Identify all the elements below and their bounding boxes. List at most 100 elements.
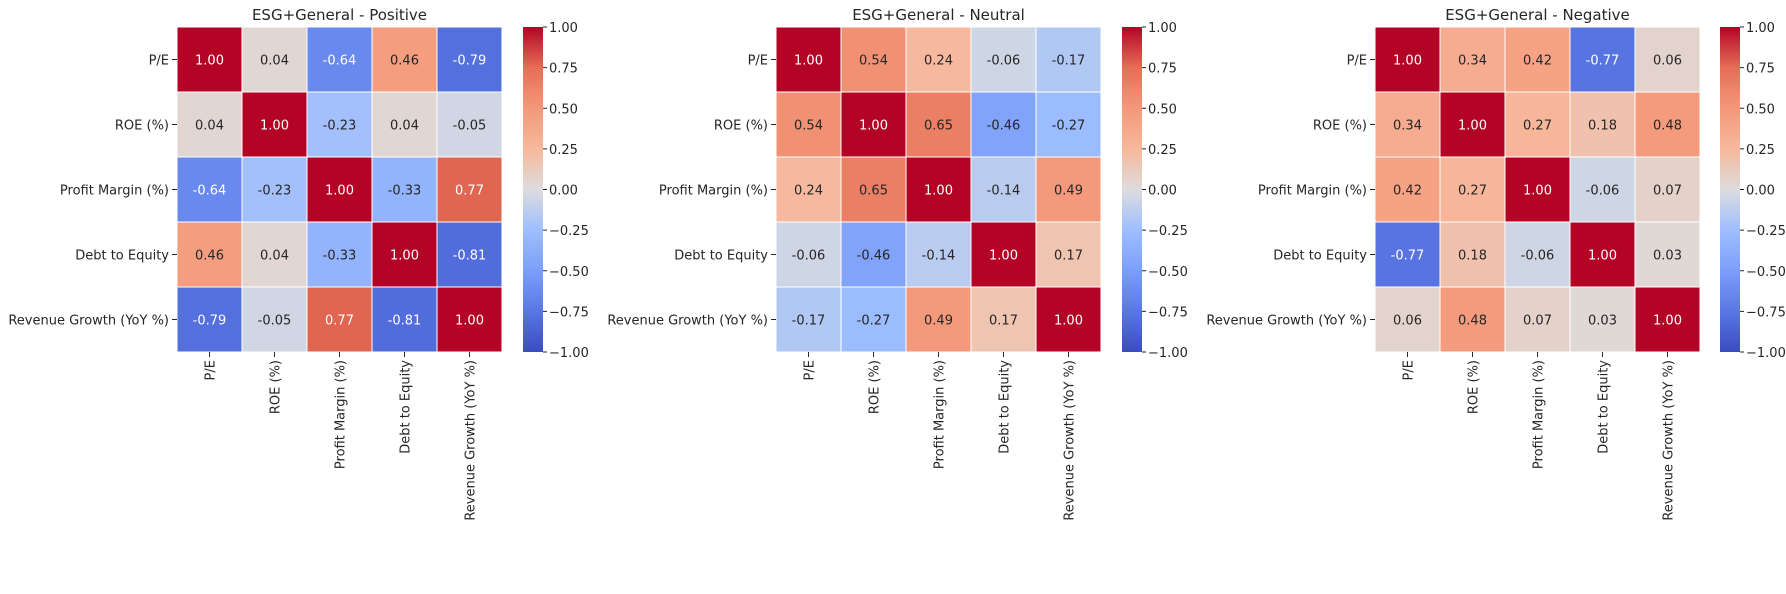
heatmap-cell — [306, 26, 373, 93]
colorbar — [1720, 27, 1740, 352]
cell-value-label: 1.00 — [1523, 184, 1552, 199]
column-tick-label: P/E — [204, 360, 219, 380]
cell-value-label: 0.06 — [1393, 314, 1422, 329]
heatmap-cell — [1035, 156, 1102, 223]
cell-value-label: 0.77 — [325, 314, 354, 329]
heatmap-cell — [970, 91, 1037, 158]
column-tick-label: Profit Margin (%) — [334, 360, 349, 469]
heatmap-cell — [970, 26, 1037, 93]
colorbar-tick-label: 0.50 — [549, 102, 578, 117]
row-tick-label: Profit Margin (%) — [60, 184, 169, 199]
heatmap-cell — [241, 26, 308, 93]
cell-value-label: -0.27 — [1052, 119, 1086, 134]
row-tick-label: Debt to Equity — [674, 249, 768, 264]
heatmap-cell — [1035, 26, 1102, 93]
cell-value-label: -0.79 — [453, 54, 487, 69]
cell-value-label: 0.17 — [1054, 249, 1083, 264]
row-tick-label: Revenue Growth (YoY %) — [8, 314, 169, 329]
cell-value-label: -0.23 — [323, 119, 357, 134]
heatmap-cell — [1439, 221, 1506, 288]
heatmap-cell — [1035, 91, 1102, 158]
colorbar-tick-label: 0.00 — [1746, 184, 1775, 199]
heatmap-cell — [1035, 286, 1102, 353]
heatmap-cell — [436, 286, 503, 353]
row-tick-label: Profit Margin (%) — [1258, 184, 1367, 199]
cell-value-label: -0.06 — [1586, 184, 1620, 199]
colorbar-tick-label: 0.00 — [1148, 184, 1177, 199]
cell-value-label: 1.00 — [1653, 314, 1682, 329]
colorbar-tick-label: −1.00 — [1746, 346, 1786, 361]
colorbar-tick-label: 0.25 — [1746, 143, 1775, 158]
cell-value-label: 0.24 — [924, 54, 953, 69]
heatmap-cell — [306, 221, 373, 288]
heatmap-cell — [306, 91, 373, 158]
cell-value-label: 0.27 — [1523, 119, 1552, 134]
heatmap-cell — [1504, 91, 1571, 158]
cell-value-label: 1.00 — [794, 54, 823, 69]
heatmap-cell — [436, 221, 503, 288]
column-tick-label: P/E — [803, 360, 818, 380]
cell-value-label: -0.06 — [987, 54, 1021, 69]
heatmap-cell — [241, 221, 308, 288]
heatmap-cell — [905, 91, 972, 158]
heatmap-panel-negative: ESG+General - Negative 1.00 0.34 0.42 -0.77 0… — [1206, 6, 1786, 521]
cell-value-label: 0.34 — [1393, 119, 1422, 134]
heatmap-cell — [840, 26, 907, 93]
row-tick-label: ROE (%) — [714, 119, 768, 134]
chart-title: ESG+General - Neutral — [852, 6, 1025, 24]
colorbar-tick-label: −0.25 — [1148, 224, 1188, 239]
cell-value-label: 1.00 — [195, 54, 224, 69]
cell-value-label: 0.04 — [260, 54, 289, 69]
heatmap-cell — [176, 286, 243, 353]
cell-value-label: 0.07 — [1653, 184, 1682, 199]
column-tick-label: Debt to Equity — [399, 360, 414, 454]
row-tick-label: P/E — [748, 54, 768, 69]
cell-value-label: 0.49 — [924, 314, 953, 329]
colorbar-tick-label: 0.50 — [1148, 102, 1177, 117]
row-tick-label: P/E — [1347, 54, 1367, 69]
cell-value-label: -0.81 — [453, 249, 487, 264]
cell-value-label: -0.81 — [388, 314, 422, 329]
heatmap-cell — [176, 26, 243, 93]
cell-value-label: 1.00 — [924, 184, 953, 199]
heatmap-cell — [840, 156, 907, 223]
cell-value-label: 0.18 — [1458, 249, 1487, 264]
cell-value-label: -0.14 — [922, 249, 956, 264]
heatmap-cell — [241, 156, 308, 223]
cell-value-label: 0.54 — [794, 119, 823, 134]
heatmap-cell — [1569, 156, 1636, 223]
colorbar-tick-label: 0.75 — [1746, 62, 1775, 77]
column-tick-label: Profit Margin (%) — [1532, 360, 1547, 469]
cell-value-label: -0.14 — [987, 184, 1021, 199]
heatmap-cell — [840, 286, 907, 353]
cell-value-label: 0.34 — [1458, 54, 1487, 69]
heatmap-panel-positive: ESG+General - Positive 1.00 0.04 -0.64 0.46 -… — [8, 6, 589, 521]
column-tick-label: P/E — [1402, 360, 1417, 380]
cell-value-label: 1.00 — [390, 249, 419, 264]
colorbar-tick-label: −0.50 — [1746, 265, 1786, 280]
heatmap-cell — [1634, 156, 1701, 223]
colorbar-tick-label: −0.25 — [549, 224, 589, 239]
heatmap-cell — [970, 156, 1037, 223]
colorbar-tick-label: 0.50 — [1746, 102, 1775, 117]
cell-value-label: 0.42 — [1393, 184, 1422, 199]
chart-title: ESG+General - Positive — [252, 6, 427, 24]
cell-value-label: -0.46 — [857, 249, 891, 264]
cell-value-label: 0.04 — [260, 249, 289, 264]
colorbar-tick-label: −0.50 — [549, 265, 589, 280]
cell-value-label: 0.65 — [859, 184, 888, 199]
cell-value-label: 0.18 — [1588, 119, 1617, 134]
colorbar-tick-label: 1.00 — [1746, 21, 1775, 36]
colorbar — [523, 27, 543, 352]
heatmap-cell — [1374, 286, 1441, 353]
cell-value-label: -0.64 — [193, 184, 227, 199]
column-tick-label: Debt to Equity — [1597, 360, 1612, 454]
cell-value-label: 0.03 — [1588, 314, 1617, 329]
cell-value-label: 0.06 — [1653, 54, 1682, 69]
heatmap-cell — [1439, 26, 1506, 93]
colorbar-tick-label: −0.75 — [1148, 305, 1188, 320]
colorbar-tick-label: −0.75 — [1746, 305, 1786, 320]
column-tick-label: Revenue Growth (YoY %) — [1662, 360, 1677, 521]
column-tick-label: ROE (%) — [868, 360, 883, 414]
